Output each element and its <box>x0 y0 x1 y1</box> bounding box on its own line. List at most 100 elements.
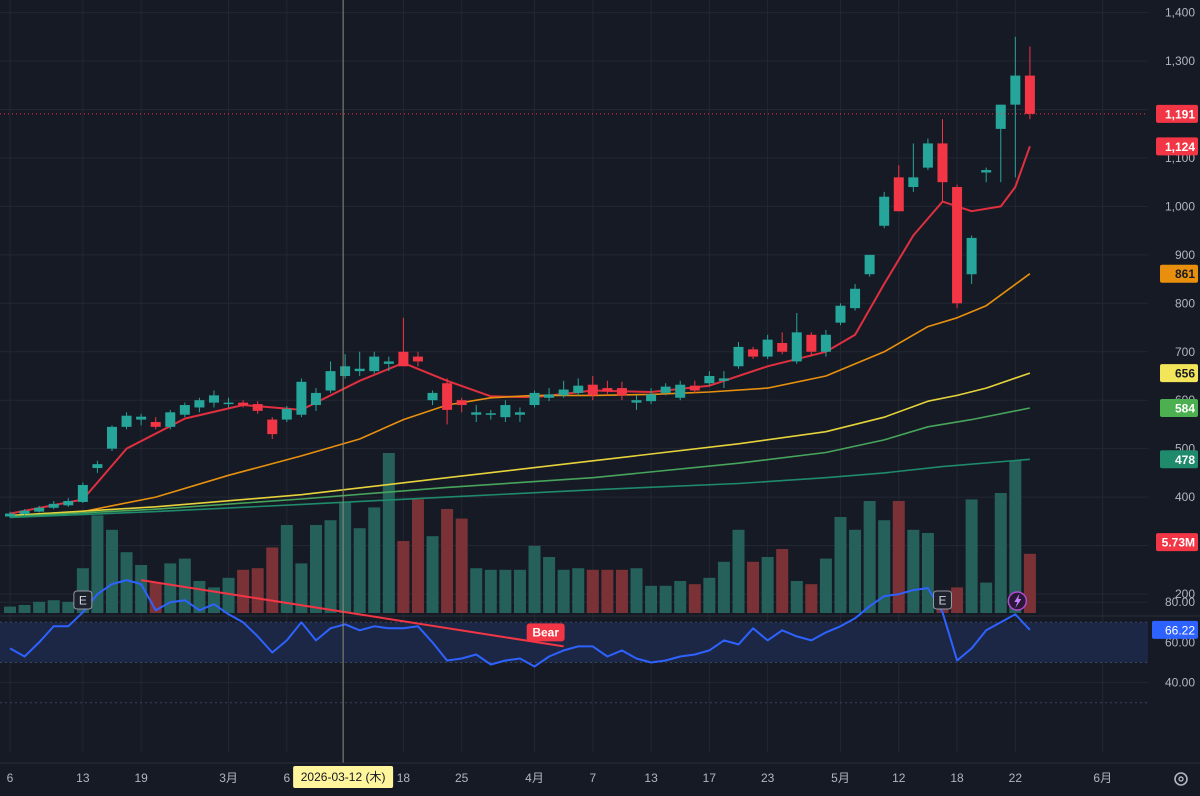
candle-body <box>1024 75 1035 114</box>
candle-body <box>835 305 846 323</box>
candle-body <box>48 503 59 508</box>
price-badge-label: 584 <box>1175 401 1195 415</box>
candle-body <box>573 385 584 393</box>
volume-bar <box>1023 553 1036 613</box>
volume-bar <box>455 518 468 613</box>
candle-body <box>1010 75 1021 105</box>
candle-body <box>558 389 569 396</box>
candle-body <box>616 388 627 396</box>
time-tick-label: 25 <box>455 771 469 785</box>
bear-label-box <box>526 623 565 642</box>
price-badge-label: 5.73M <box>1162 536 1195 550</box>
candle-body <box>544 394 555 398</box>
volume-bar <box>572 568 585 613</box>
price-badge-label: 1,124 <box>1165 140 1195 154</box>
candle-body <box>121 415 132 427</box>
price-badge-label: 861 <box>1175 267 1195 281</box>
settings-gear-icon[interactable] <box>1174 772 1188 786</box>
price-badge <box>1156 104 1198 123</box>
time-tick-label: 18 <box>397 771 411 785</box>
candle-body <box>354 368 365 372</box>
time-tick-label: 4月 <box>525 771 544 785</box>
earnings-label: E <box>938 594 946 608</box>
rsi-axis[interactable]: 80.00 60.00 40.00 66.22 <box>1152 595 1198 690</box>
volume-bar <box>965 499 978 613</box>
moving-average-line <box>9 372 1031 517</box>
candle-body <box>5 513 15 517</box>
price-badge <box>1160 364 1198 383</box>
price-tick-label: 700 <box>1175 345 1195 359</box>
candle-body <box>820 334 831 352</box>
candle-body <box>194 400 205 408</box>
price-badge-label: 478 <box>1175 453 1195 467</box>
candle-body <box>995 104 1006 129</box>
crosshair-date-badge <box>293 766 394 788</box>
candle-body <box>908 177 919 188</box>
candle-body <box>34 507 45 512</box>
candle-body <box>646 394 657 402</box>
volume-bar <box>484 569 497 613</box>
time-tick-label: 13 <box>644 771 658 785</box>
candle-body <box>514 412 525 415</box>
time-tick-label: 13 <box>76 771 90 785</box>
volume-bar <box>353 528 366 613</box>
rsi-divergence-line <box>140 579 564 648</box>
candle-body <box>310 392 321 406</box>
candle-body <box>529 392 540 406</box>
time-tick-label: 5月 <box>831 771 850 785</box>
volume-bar <box>309 525 322 613</box>
moving-average-line <box>9 407 1031 518</box>
price-tick-label: 200 <box>1175 587 1195 601</box>
volume-bar <box>441 509 454 613</box>
volume-bar <box>164 563 177 613</box>
volume-bar <box>470 568 483 613</box>
candle-body <box>223 402 234 405</box>
candle-body <box>893 177 904 212</box>
volume-bars <box>4 453 1036 613</box>
rsi-current-badge <box>1152 620 1198 639</box>
candle-body <box>762 339 773 357</box>
time-tick-label: 23 <box>761 771 775 785</box>
candle-body <box>296 381 307 415</box>
rsi-tick-label: 40.00 <box>1165 676 1195 690</box>
candle-body <box>777 343 788 352</box>
candle-body <box>238 402 249 406</box>
time-tick-label: 19 <box>134 771 148 785</box>
volume-bar <box>411 499 424 613</box>
candle-body <box>325 371 336 391</box>
candle-body <box>806 334 817 352</box>
candle-body <box>179 405 190 415</box>
price-badge-label: 656 <box>1175 367 1195 381</box>
volume-bar <box>674 581 687 613</box>
volume-bar <box>33 601 46 613</box>
price-tick-label: 400 <box>1175 490 1195 504</box>
lightning-bolt-icon <box>1014 594 1022 608</box>
volume-bar <box>426 536 439 613</box>
gear-center <box>1178 776 1184 782</box>
time-tick-label: 22 <box>1009 771 1023 785</box>
moving-average-line <box>9 458 1030 519</box>
price-badge-label: 1,191 <box>1165 107 1195 121</box>
candle-body <box>340 366 351 376</box>
time-axis[interactable]: 6 13 19 3月 6 18 25 4月 7 13 17 23 5月 12 18 22 6月 2026-03-1… <box>0 762 1200 788</box>
volume-bar <box>397 541 410 613</box>
volume-bar <box>601 569 614 613</box>
volume-bar <box>513 569 526 613</box>
gear-outer <box>1174 772 1188 786</box>
volume-bar <box>805 584 818 613</box>
volume-bar <box>251 568 264 613</box>
candle-body <box>937 143 948 183</box>
volume-bar <box>47 600 60 613</box>
volume-bar <box>105 529 118 613</box>
volume-bar <box>368 507 381 613</box>
volume-bar <box>295 563 308 613</box>
crosshair <box>0 0 1148 763</box>
volume-bar <box>237 569 250 613</box>
volume-bar <box>994 493 1007 613</box>
time-tick-label: 17 <box>703 771 717 785</box>
candle-body <box>922 143 933 168</box>
volume-bar <box>819 558 832 613</box>
